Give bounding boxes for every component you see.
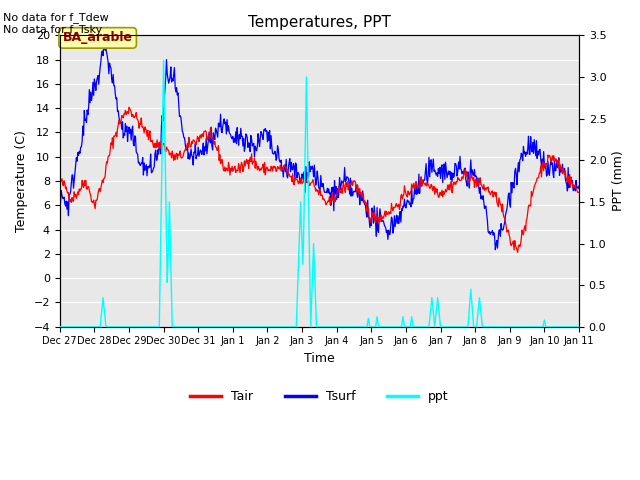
Tair bbox=[171, 152, 179, 157]
Tsurf bbox=[171, 65, 179, 71]
Tsurf bbox=[575, 183, 583, 189]
Text: No data for f_Tdew: No data for f_Tdew bbox=[3, 12, 109, 23]
Tsurf bbox=[413, 185, 421, 191]
Tair bbox=[312, 188, 319, 194]
Y-axis label: Temperature (C): Temperature (C) bbox=[15, 130, 28, 232]
Tair bbox=[413, 185, 421, 191]
Legend: Tair, Tsurf, ppt: Tair, Tsurf, ppt bbox=[185, 385, 454, 408]
X-axis label: Time: Time bbox=[304, 352, 335, 365]
Tsurf bbox=[312, 182, 319, 188]
Title: Temperatures, PPT: Temperatures, PPT bbox=[248, 15, 391, 30]
Tair bbox=[362, 200, 370, 205]
Tair bbox=[125, 105, 133, 110]
Tair bbox=[193, 138, 200, 144]
Tsurf bbox=[492, 247, 499, 252]
ppt bbox=[362, 324, 370, 330]
Tsurf bbox=[100, 44, 108, 50]
Tair bbox=[56, 177, 63, 182]
ppt bbox=[171, 324, 179, 330]
Tsurf bbox=[529, 140, 537, 145]
ppt bbox=[312, 303, 319, 309]
Tair bbox=[514, 250, 522, 255]
Tair bbox=[575, 190, 583, 195]
Line: Tair: Tair bbox=[60, 108, 579, 252]
ppt bbox=[575, 324, 583, 330]
Tair bbox=[529, 190, 537, 196]
Text: BA_arable: BA_arable bbox=[63, 31, 132, 45]
Tsurf bbox=[193, 153, 200, 158]
Line: Tsurf: Tsurf bbox=[60, 47, 579, 250]
ppt bbox=[193, 324, 200, 330]
ppt bbox=[56, 324, 63, 330]
ppt bbox=[160, 58, 168, 63]
ppt bbox=[528, 324, 536, 330]
Tsurf bbox=[56, 201, 63, 206]
Y-axis label: PPT (mm): PPT (mm) bbox=[612, 151, 625, 211]
Tsurf bbox=[362, 211, 370, 216]
Text: No data for f_Tsky: No data for f_Tsky bbox=[3, 24, 102, 35]
Line: ppt: ppt bbox=[60, 60, 579, 327]
ppt bbox=[413, 324, 421, 330]
